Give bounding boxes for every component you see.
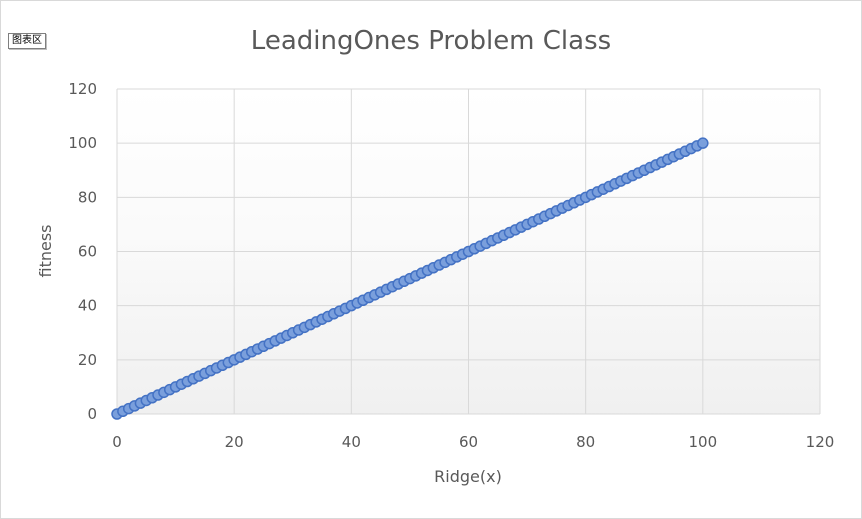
y-tick-label-1: 20 — [78, 351, 97, 369]
y-axis-ticks: 0 20 40 60 80 100 120 — [68, 80, 97, 423]
y-tick-label-4: 80 — [78, 188, 97, 206]
data-point-0-100[interactable] — [697, 137, 709, 149]
y-tick-label-6: 120 — [68, 80, 97, 98]
x-axis-label: Ridge(x) — [434, 467, 502, 486]
x-tick-label-1: 20 — [225, 433, 244, 451]
chart-area-tag: 图表区 — [8, 33, 46, 49]
y-tick-label-2: 40 — [78, 297, 97, 315]
x-axis-ticks: 0 20 40 60 80 100 120 — [112, 433, 834, 451]
y-axis-label: fitness — [36, 224, 55, 277]
x-tick-label-0: 0 — [112, 433, 122, 451]
chart-title: LeadingOnes Problem Class — [251, 26, 611, 56]
x-tick-label-3: 60 — [459, 433, 478, 451]
x-tick-label-2: 40 — [342, 433, 361, 451]
x-tick-label-4: 80 — [576, 433, 595, 451]
data-series[interactable] — [111, 137, 709, 420]
x-tick-label-5: 100 — [689, 433, 718, 451]
y-tick-label-0: 0 — [87, 405, 97, 423]
y-tick-label-3: 60 — [78, 243, 97, 261]
y-tick-label-5: 100 — [68, 134, 97, 152]
x-tick-label-6: 120 — [806, 433, 835, 451]
